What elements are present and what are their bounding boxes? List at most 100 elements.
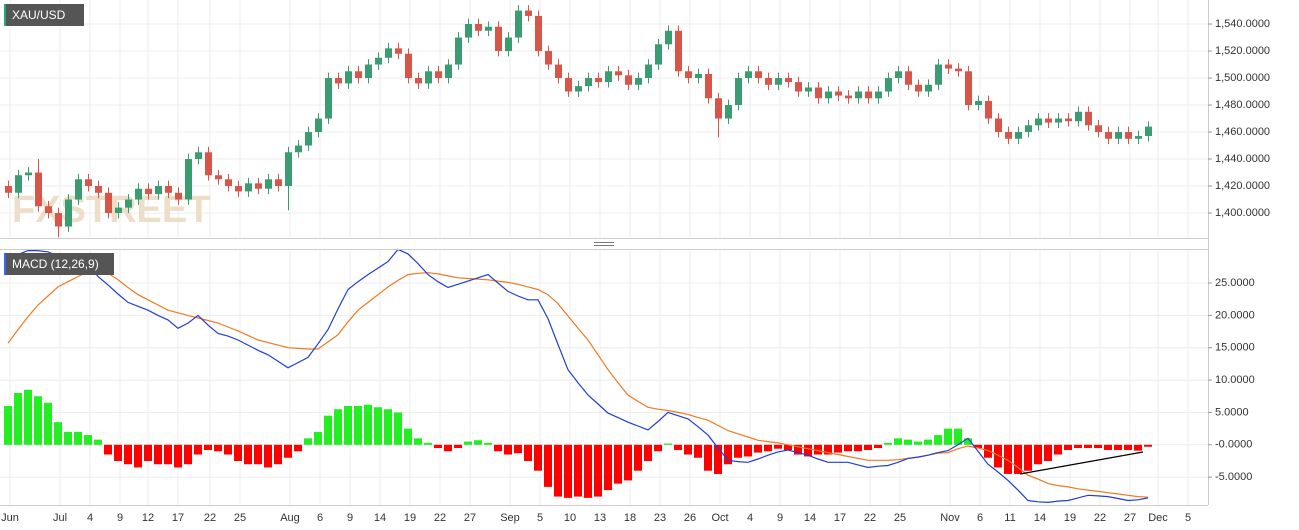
candle-body [775,78,782,85]
candle-body [955,68,962,72]
candle-body [715,98,722,119]
histogram-bar [1084,444,1092,449]
candle-body [125,199,132,208]
candle-body [1025,125,1032,133]
histogram-bar [904,439,912,445]
x-tick-label: 4 [747,512,753,524]
histogram-bar [384,409,392,445]
histogram-bar [134,444,142,468]
candle-body [1055,118,1062,123]
histogram-bar [304,438,312,445]
histogram-bar [754,444,762,453]
x-tick-label: 19 [1064,512,1076,524]
candle-body [395,48,402,54]
x-tick-label: Nov [940,512,960,524]
trend-line [1019,451,1144,475]
candle-body [1075,111,1082,122]
y-tick-label: 1,540.0000 [1215,18,1270,30]
histogram-bar [704,444,712,471]
histogram-bar [854,444,862,452]
candle-body [815,87,822,99]
candle-body [695,73,702,79]
histogram-bar [354,405,362,445]
candle-body [465,24,472,38]
candle-body [905,71,912,85]
candle-body [385,48,392,58]
histogram-bar [254,444,262,465]
y-tick-label: 15.0000 [1215,342,1255,354]
histogram-bar [574,444,582,497]
histogram-bar [314,431,322,445]
candle-body [95,186,102,193]
histogram-bar [144,444,152,461]
x-tick-label: 17 [172,512,184,524]
histogram-bar [234,444,242,461]
histogram-bar [654,444,662,452]
histogram-bar [184,444,192,465]
candle-body [985,100,992,119]
y-tick-label: 1,420.0000 [1215,180,1270,192]
candle-body [505,37,512,52]
candle-body [185,159,192,200]
y-tick-label: 1,500.0000 [1215,72,1270,84]
histogram-bar [1014,444,1022,474]
y-tick-label: -5.0000 [1215,471,1252,483]
histogram-bar [614,444,622,484]
histogram-bar [94,439,102,445]
x-tick-label: 22 [864,512,876,524]
histogram-bar [194,444,202,455]
candle-body [435,71,442,79]
histogram-bar [174,444,182,468]
candle-body [585,78,592,87]
candle-body [945,64,952,69]
candle-body [415,78,422,84]
candle-body [725,105,732,119]
histogram-bar [224,444,232,455]
candle-body [1115,132,1122,139]
histogram-bar [634,444,642,471]
x-tick-label: 6 [977,512,983,524]
candle-body [25,172,32,176]
candle-body [515,10,522,38]
candle-body [995,118,1002,133]
histogram-bar [34,396,42,445]
histogram-bar [294,444,302,452]
candle-body [805,87,812,92]
histogram-bar [674,444,682,450]
candle-body [1065,118,1072,122]
candle-body [565,78,572,92]
candle-body [375,57,382,65]
histogram-bar [534,444,542,471]
candle-body [675,30,682,72]
histogram-bar [914,441,922,445]
candle-body [1015,132,1022,139]
histogram-bar [714,444,722,474]
y-tick-label: 1,480.0000 [1215,99,1270,111]
x-tick-label: 27 [464,512,476,524]
histogram-bar [1144,444,1152,447]
histogram-bar [1034,444,1042,465]
candle-body [65,199,72,227]
candle-body [135,188,142,200]
candle-body [535,15,542,52]
candle-body [845,95,852,99]
candle-body [1105,132,1112,139]
candle-body [335,78,342,84]
candle-body [195,152,202,160]
histogram-bar [784,444,792,450]
candle-body [55,213,62,227]
candle-body [925,84,932,92]
candle-body [1005,132,1012,139]
title-accent [4,4,6,26]
candle-body [915,84,922,92]
x-tick-label: 13 [594,512,606,524]
candle-body [875,91,882,99]
candle-body [1085,111,1092,126]
x-tick-label: Jul [53,512,67,524]
histogram-bar [514,444,522,454]
histogram-bar [834,444,842,453]
histogram-bar [344,405,352,445]
histogram-bar [954,428,962,445]
candle-body [45,206,52,214]
